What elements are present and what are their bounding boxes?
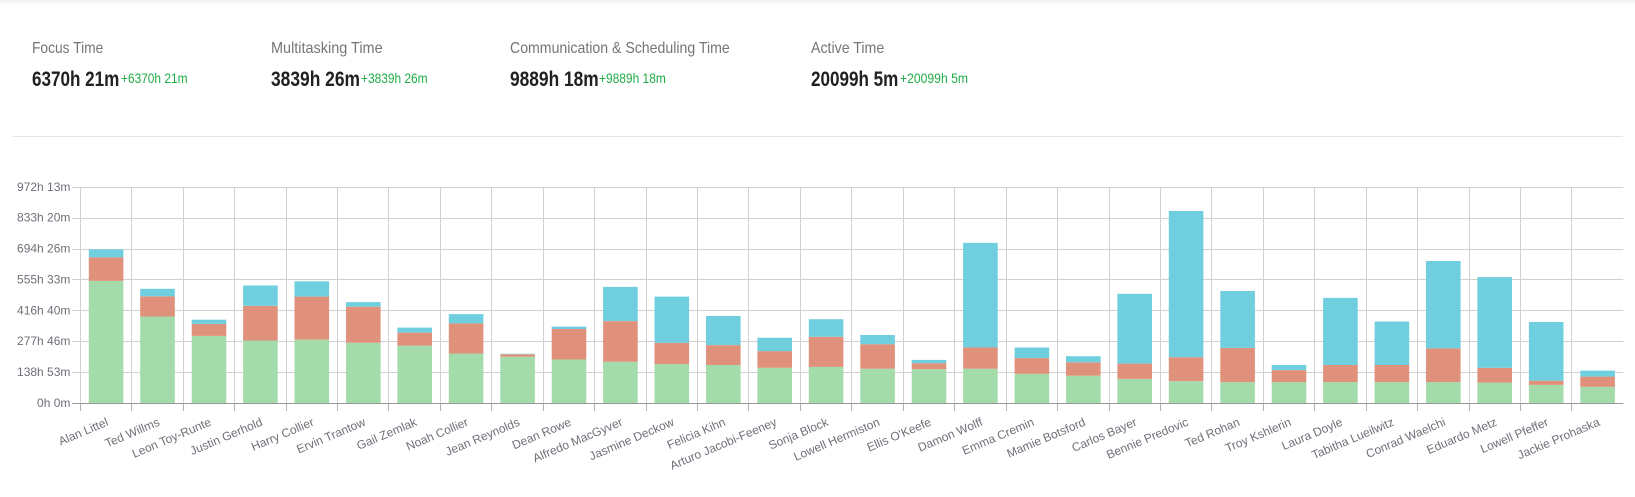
svg-text:694h 26m: 694h 26m <box>17 242 70 256</box>
svg-text:0h 0m: 0h 0m <box>37 396 70 410</box>
svg-text:138h 53m: 138h 53m <box>17 365 70 379</box>
svg-text:555h 33m: 555h 33m <box>17 272 70 286</box>
svg-text:277h 46m: 277h 46m <box>17 334 70 348</box>
svg-text:416h 40m: 416h 40m <box>17 303 70 317</box>
svg-text:972h 13m: 972h 13m <box>17 180 70 194</box>
svg-text:Alan Littel: Alan Littel <box>56 415 110 448</box>
svg-text:833h 20m: 833h 20m <box>17 211 70 225</box>
